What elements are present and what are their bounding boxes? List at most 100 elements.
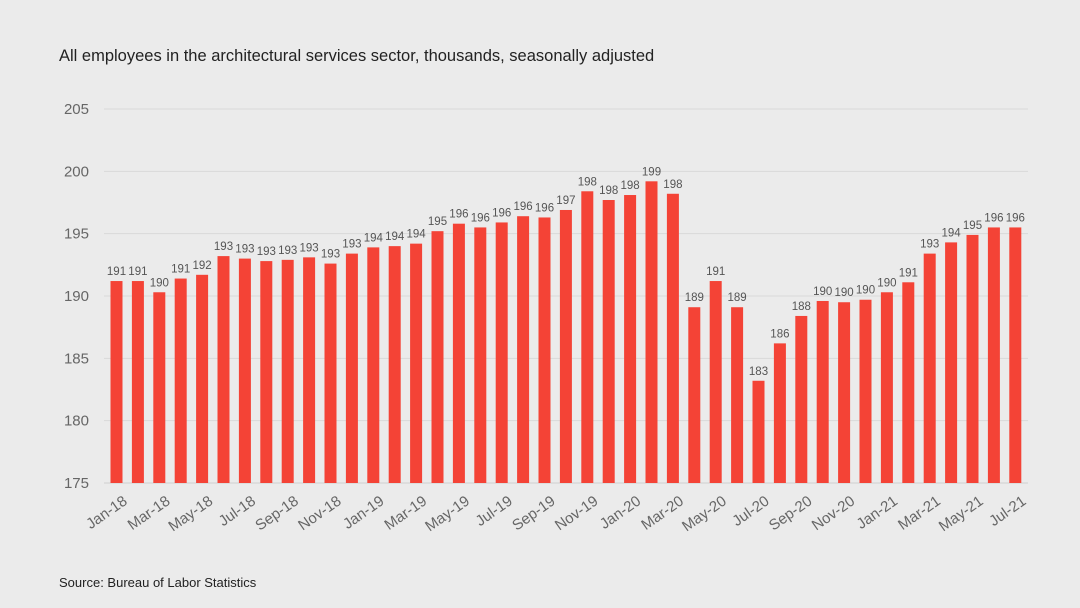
data-label: 195 (428, 216, 447, 228)
bar-Feb-20 (645, 181, 658, 483)
data-label: 193 (321, 249, 340, 261)
bar-Apr-21 (945, 242, 958, 483)
y-tick-label: 200 (64, 163, 89, 180)
x-tick-label: May-18 (165, 493, 216, 536)
bar-Aug-18 (260, 261, 273, 483)
data-label: 192 (193, 260, 212, 272)
data-label: 190 (877, 277, 896, 289)
x-tick-label: Jan-19 (340, 493, 387, 533)
y-tick-label: 205 (64, 101, 89, 118)
data-label: 193 (214, 241, 233, 253)
bar-Jun-20 (731, 307, 744, 483)
bar-Sep-20 (795, 315, 808, 483)
bar-Oct-19 (559, 209, 572, 484)
x-tick-label: Nov-20 (809, 493, 858, 535)
bar-Oct-18 (303, 257, 316, 483)
data-label: 195 (963, 220, 982, 232)
x-tick-label: May-20 (679, 493, 730, 536)
data-label: 196 (514, 201, 533, 213)
bar-Nov-18 (324, 263, 337, 483)
data-label: 191 (899, 267, 918, 279)
data-label: 198 (663, 179, 682, 191)
bar-Dec-18 (345, 253, 358, 483)
x-tick-label: Jul-21 (986, 493, 1029, 530)
bar-Apr-20 (688, 307, 701, 483)
bar-Mar-18 (153, 292, 166, 483)
y-tick-label: 195 (64, 226, 89, 243)
bar-Mar-21 (923, 253, 936, 483)
source-note: Source: Bureau of Labor Statistics (59, 575, 257, 590)
data-label: 190 (835, 287, 854, 299)
bar-Feb-21 (902, 282, 915, 483)
bar-Oct-20 (816, 300, 829, 483)
x-tick-label: Jul-18 (216, 493, 259, 530)
x-tick-label: May-19 (422, 493, 473, 536)
bar-Jan-19 (367, 247, 380, 483)
data-label: 194 (364, 232, 384, 244)
bar-May-19 (452, 223, 465, 483)
data-label: 197 (556, 195, 575, 207)
data-label: 196 (471, 212, 490, 224)
x-tick-label: Jan-20 (597, 493, 644, 533)
data-label: 198 (578, 176, 597, 188)
data-label: 198 (599, 185, 618, 197)
x-tick-label: Sep-20 (766, 493, 815, 535)
bar-Nov-20 (838, 302, 851, 483)
bar-Sep-19 (538, 217, 551, 483)
data-label: 186 (770, 328, 789, 340)
bar-Sep-18 (281, 259, 294, 483)
y-axis: 175 180 185 190 195 200 205 (64, 101, 89, 492)
data-label: 196 (535, 202, 554, 214)
bar-May-21 (966, 234, 979, 483)
y-tick-label: 185 (64, 350, 89, 367)
data-label: 190 (856, 285, 875, 297)
data-label: 190 (813, 286, 832, 298)
x-tick-label: Nov-18 (295, 493, 344, 535)
bar-Feb-19 (388, 246, 401, 483)
data-label: 191 (171, 264, 190, 276)
bar-Jun-21 (987, 227, 1000, 483)
data-label: 191 (107, 266, 126, 278)
bar-Jan-18 (110, 281, 123, 483)
data-label: 190 (150, 277, 169, 289)
data-label: 193 (920, 239, 939, 251)
bar-Feb-18 (131, 281, 144, 483)
bar-Aug-20 (773, 343, 786, 483)
data-label: 194 (942, 227, 962, 239)
bar-Jan-21 (880, 292, 893, 483)
bars (110, 181, 1022, 484)
data-label: 189 (685, 292, 704, 304)
data-label: 198 (621, 180, 640, 192)
data-label: 191 (706, 266, 725, 278)
x-tick-label: Jan-18 (83, 493, 130, 533)
x-tick-label: Mar-20 (638, 493, 687, 534)
x-tick-label: Jul-20 (729, 493, 772, 530)
data-label: 193 (257, 246, 276, 258)
y-tick-label: 180 (64, 413, 89, 430)
x-tick-label: Jul-19 (473, 493, 516, 530)
data-label: 194 (407, 229, 427, 241)
data-label: 196 (492, 207, 511, 219)
x-tick-label: Nov-19 (552, 493, 601, 535)
bar-Apr-18 (174, 278, 187, 483)
data-label: 189 (728, 292, 747, 304)
data-label: 194 (385, 231, 405, 243)
data-label: 196 (1006, 212, 1025, 224)
x-tick-label: Mar-19 (381, 493, 430, 534)
bar-Mar-19 (410, 243, 423, 483)
bar-May-20 (709, 281, 722, 483)
bar-Nov-19 (581, 191, 594, 483)
data-label: 193 (235, 244, 254, 256)
x-tick-label: Mar-21 (895, 493, 944, 534)
data-label: 196 (449, 209, 468, 221)
bar-Jul-18 (238, 258, 251, 483)
x-tick-label: May-21 (936, 493, 987, 536)
bar-Jun-18 (217, 256, 230, 483)
data-label: 196 (984, 212, 1003, 224)
x-tick-label: Sep-18 (252, 493, 301, 535)
bar-Jul-21 (1009, 227, 1022, 483)
x-tick-label: Sep-19 (509, 493, 558, 535)
data-label: 188 (792, 301, 811, 313)
